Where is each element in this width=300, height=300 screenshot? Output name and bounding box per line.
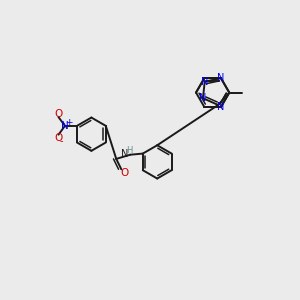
Text: N: N: [217, 73, 225, 83]
Text: N: N: [201, 76, 208, 87]
Text: O: O: [54, 133, 62, 143]
Text: N: N: [199, 93, 207, 103]
Text: H: H: [127, 146, 133, 155]
Text: N: N: [217, 102, 225, 112]
Text: N: N: [61, 121, 69, 131]
Text: O: O: [54, 109, 62, 118]
Text: -: -: [60, 136, 64, 146]
Text: +: +: [65, 118, 73, 127]
Text: O: O: [120, 168, 128, 178]
Text: N: N: [121, 148, 129, 159]
